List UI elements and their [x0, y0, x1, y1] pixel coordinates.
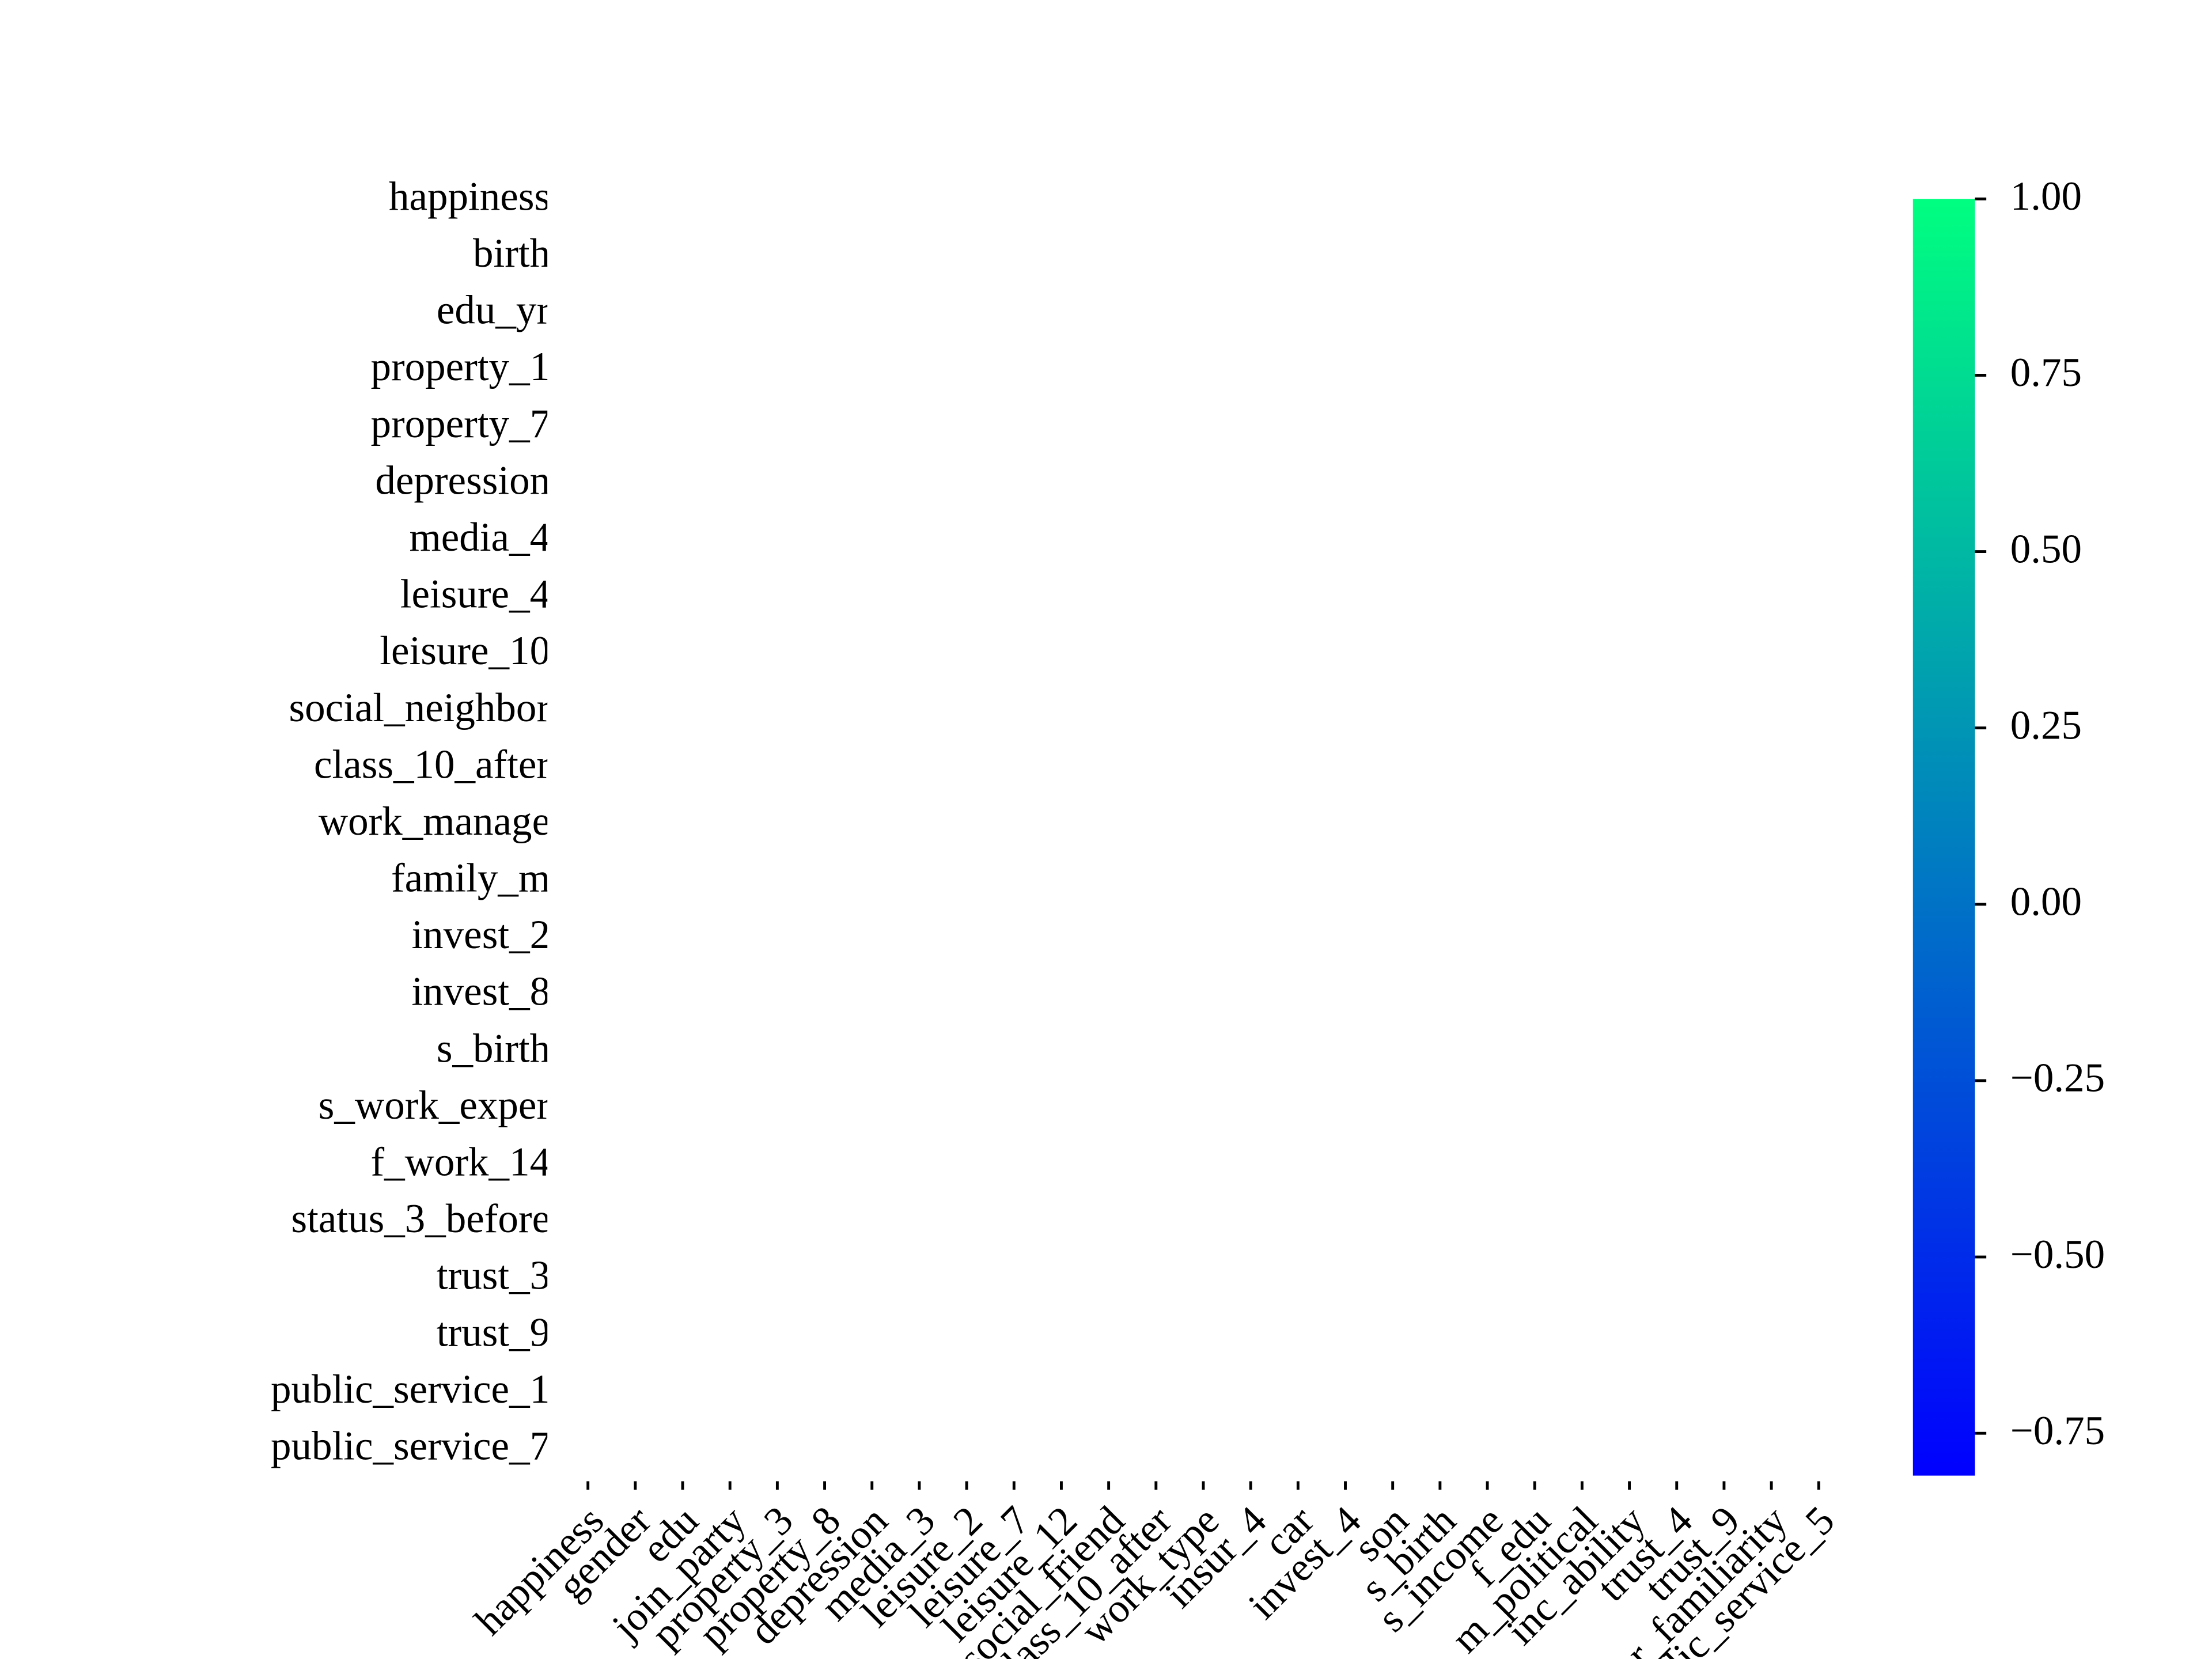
- y-tick-label: birth: [473, 231, 550, 276]
- y-tick-label: depression: [375, 458, 550, 503]
- y-tick-label: happiness: [389, 174, 550, 219]
- y-tick-label: s_birth: [437, 1026, 550, 1071]
- y-tick-label: s_work_exper: [319, 1083, 551, 1128]
- y-tick-label: work_manage: [319, 799, 550, 844]
- colorbar-tick-label: −0.25: [2010, 1056, 2105, 1101]
- y-tick-label: social_neighbor: [289, 685, 551, 730]
- colorbar-tick-label: 0.00: [2010, 880, 2082, 925]
- colorbar-tick-label: 0.25: [2010, 703, 2082, 748]
- colorbar-tick-label: 1.00: [2010, 174, 2082, 219]
- colorbar-tick-label: 0.75: [2010, 350, 2082, 395]
- y-tick-label: invest_8: [411, 969, 550, 1014]
- y-tick-label: leisure_4: [400, 572, 550, 617]
- y-tick-label: trust_3: [437, 1253, 550, 1298]
- y-tick-label: invest_2: [411, 912, 550, 957]
- y-tick-label: public_service_7: [271, 1424, 550, 1469]
- y-tick-label: media_4: [410, 515, 551, 560]
- y-tick-label: class_10_after: [314, 742, 550, 787]
- y-tick-label: public_service_1: [271, 1367, 550, 1412]
- y-tick-label: leisure_10: [380, 628, 550, 673]
- y-tick-label: trust_9: [437, 1310, 550, 1355]
- y-tick-label: edu_yr: [437, 288, 551, 333]
- colorbar-tick-label: −0.50: [2010, 1232, 2105, 1277]
- y-tick-label: property_7: [370, 402, 550, 446]
- y-tick-label: f_work_14: [370, 1140, 550, 1185]
- colorbar-tick-label: 0.50: [2010, 527, 2082, 571]
- colorbar-tick-label: −0.75: [2010, 1408, 2105, 1453]
- y-tick-label: family_m: [391, 856, 550, 901]
- y-labels: happiness birth edu_yr property_1 property_7…: [271, 174, 551, 1469]
- y-tick-label: status_3_before: [291, 1196, 550, 1241]
- colorbar: [1912, 199, 1975, 1476]
- y-tick-label: property_1: [370, 344, 550, 389]
